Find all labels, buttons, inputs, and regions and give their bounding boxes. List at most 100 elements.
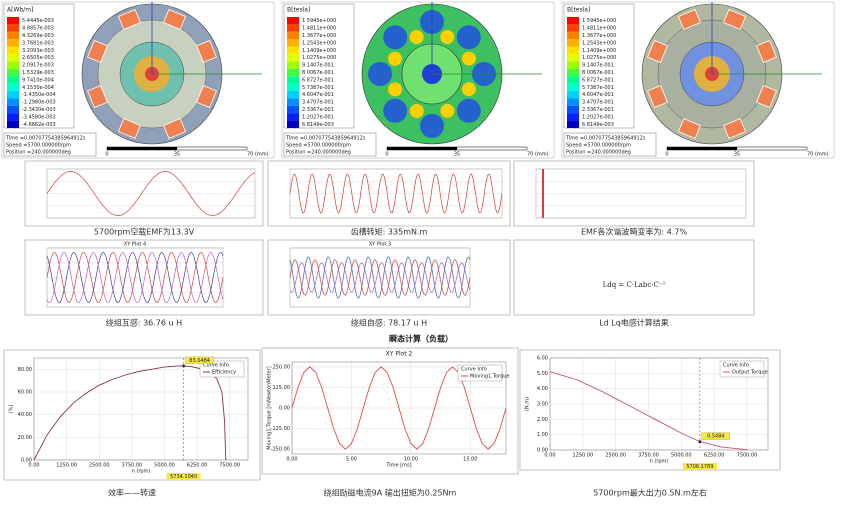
time-info: Time =0.00707754385964912s: [5, 136, 86, 142]
x-tick-label: 2500.00: [605, 453, 626, 459]
x-axis-label: n (rpm): [650, 459, 669, 465]
plot-title: XY Plot 3: [369, 242, 391, 248]
harmonic-bar: [542, 169, 544, 218]
marker-point: [182, 364, 186, 368]
y-tick-label: 80.00: [18, 367, 32, 373]
legend-swatch: [567, 39, 579, 47]
waveform: [46, 252, 224, 303]
legend-title: B[tesla]: [287, 7, 310, 14]
coil: [196, 85, 217, 109]
coil: [723, 118, 747, 139]
y-axis-label: (%): [9, 405, 15, 414]
marker-tag: [701, 432, 731, 440]
scale-label: 70 (mm): [807, 152, 829, 158]
x-tick-label: 6250.00: [187, 463, 208, 469]
coil: [723, 9, 747, 30]
caption: Ld Lq电感计算结果: [599, 318, 669, 328]
marker-y-label: 0.5484: [707, 434, 725, 440]
coil: [87, 39, 108, 63]
legend-label: 1.4811e+000: [582, 26, 616, 32]
caption: 绕组自感: 78.17 u H: [351, 318, 427, 328]
legend-label: 6.8727e-001: [302, 77, 334, 83]
x-tick-label: 3750.00: [122, 463, 143, 469]
x-axis-label: n (rpm): [132, 469, 151, 475]
legend-swatch: [287, 46, 299, 54]
x-tick-label: 2500.00: [89, 463, 110, 469]
time-info: Speed =5700.000000rpm: [6, 143, 71, 149]
series-line: [33, 365, 227, 461]
legend-label: 1.2027e-001: [302, 114, 334, 120]
waveform: [289, 262, 471, 293]
time-info: Speed =5700.000000rpm: [566, 143, 631, 149]
legend-swatch: [287, 120, 299, 128]
coil: [163, 9, 187, 30]
marker-point: [698, 440, 702, 444]
legend-label: 4.1530e-004: [22, 85, 54, 91]
legend-swatch: [567, 76, 579, 84]
legend-label: 4.8857e-003: [22, 26, 54, 32]
scale-bar: [387, 147, 457, 150]
scale-label: 0: [665, 152, 668, 158]
x-tick-label: 1250.00: [572, 453, 593, 459]
y-tick-label: -125.00: [271, 426, 290, 432]
waveform: [46, 251, 224, 304]
legend-swatch: [567, 31, 579, 40]
legend-label: 3.7681e-003: [22, 40, 54, 46]
y-tick-label: 60.00: [18, 390, 32, 396]
legend-label: 2.0917e-003: [22, 63, 54, 69]
legend-label: 3.2093e-003: [22, 48, 54, 54]
time-info: Speed =5700.000000rpm: [286, 143, 351, 149]
legend-label: 6.8149e-003: [302, 122, 334, 128]
legend-box: [457, 364, 503, 382]
time-info: Position =240.000000deg: [286, 150, 351, 156]
legend-label: 1.5329e-003: [22, 70, 54, 76]
legend-label: 1.5945e+000: [582, 18, 616, 24]
legend-title: B[tesla]: [567, 7, 590, 14]
coil: [677, 9, 701, 30]
legend-label: 9.1407e-001: [302, 63, 334, 69]
x-tick-label: 10.00: [404, 457, 418, 463]
caption: 5700rpm最大出力0.5N.m左右: [593, 488, 707, 498]
legend-title: Curve Info: [203, 363, 229, 369]
marker-tag: [682, 463, 717, 470]
waveform: [289, 259, 471, 296]
y-tick-label: -250.00: [271, 447, 290, 453]
legend-label: 1.0275e+000: [302, 55, 336, 61]
legend-swatch: [7, 24, 19, 32]
legend-label: 1.3677e+000: [302, 33, 336, 39]
legend-label: 1.1409e+000: [582, 48, 616, 54]
legend-label: 1.2543e+000: [302, 40, 336, 46]
legend-swatch: [567, 61, 579, 69]
coil: [117, 118, 141, 139]
legend-label: 4.6047e-001: [582, 92, 614, 98]
legend-swatch: [7, 76, 19, 84]
scale-label: 35: [454, 152, 460, 158]
scale-label: 70 (mm): [527, 152, 549, 158]
legend-swatch: [7, 113, 19, 121]
x-tick-label: 5000.00: [671, 453, 692, 459]
legend-swatch: [7, 54, 19, 62]
series-line: [291, 366, 507, 450]
legend-title: Curve Info: [723, 363, 749, 369]
y-tick-label: 1.00: [537, 432, 548, 438]
legend-swatch: [567, 91, 579, 99]
caption: 绕组励磁电流9A 输出扭矩为0.25Nm: [324, 488, 457, 498]
legend-label: -3.4580e-003: [22, 114, 56, 120]
coil: [756, 39, 777, 63]
legend-swatch: [7, 39, 19, 47]
waveform: [289, 256, 471, 299]
legend-swatch: [287, 54, 299, 62]
y-tick-label: 5.00: [537, 371, 548, 377]
legend-swatch: [567, 98, 579, 106]
waveform: [46, 171, 256, 216]
scale-bar: [107, 147, 177, 150]
legend-box: [719, 360, 765, 378]
scale-label: 0: [105, 152, 108, 158]
legend-swatch: [567, 24, 579, 32]
scale-bar: [667, 147, 737, 150]
y-tick-label: 0.00: [537, 448, 548, 454]
info-box: [3, 132, 97, 157]
scale-label: 35: [174, 152, 180, 158]
legend-label: 3.4707e-001: [302, 100, 334, 106]
scale-label: 0: [385, 152, 388, 158]
